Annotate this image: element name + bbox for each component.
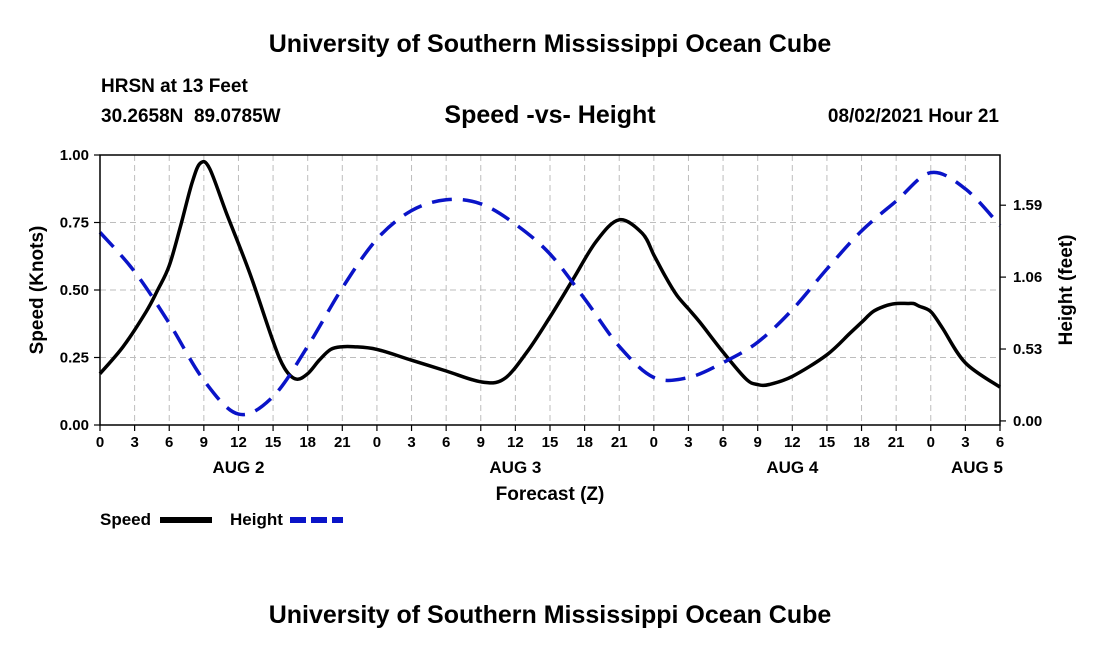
series-layer bbox=[98, 159, 1002, 417]
x-tick-label: 21 bbox=[611, 434, 628, 451]
x-tick-label: 0 bbox=[96, 434, 104, 451]
height-series-line bbox=[98, 170, 1002, 417]
y-tick-label-right: 1.59 bbox=[1013, 197, 1042, 214]
station-name: HRSN at 13 Feet bbox=[101, 76, 248, 97]
day-label: AUG 3 bbox=[489, 458, 541, 477]
grid bbox=[100, 155, 1000, 425]
y-tick-label-left: 0.00 bbox=[60, 417, 89, 434]
y-tick-label-right: 1.06 bbox=[1013, 269, 1042, 286]
day-label: AUG 5 bbox=[951, 458, 1003, 477]
x-tick-label: 3 bbox=[684, 434, 692, 451]
day-label: AUG 2 bbox=[212, 458, 264, 477]
ticks: 0 3 6 9 12 15 18 21 0 3 6 9 12 15 18 21 0 3 6 9 12 15 18 21 0 3 60… bbox=[60, 147, 1042, 477]
x-tick-label: 9 bbox=[200, 434, 208, 451]
footer-title: University of Southern Mississippi Ocean… bbox=[268, 601, 832, 629]
y-tick-label-left: 0.75 bbox=[60, 215, 89, 232]
legend-label-height: Height bbox=[230, 510, 283, 529]
x-tick-label: 21 bbox=[888, 434, 905, 451]
run-label: 08/02/2021 Hour 21 bbox=[827, 106, 999, 127]
page-title: University of Southern Mississippi Ocean… bbox=[268, 30, 832, 58]
y-tick-label-right: 0.53 bbox=[1013, 341, 1042, 358]
x-tick-label: 6 bbox=[442, 434, 450, 451]
x-tick-label: 0 bbox=[927, 434, 935, 451]
station-coords: 30.2658N 89.0785W bbox=[101, 106, 281, 127]
x-tick-label: 12 bbox=[507, 434, 524, 451]
x-tick-label: 18 bbox=[576, 434, 593, 451]
day-label: AUG 4 bbox=[766, 458, 819, 477]
x-axis-label: Forecast (Z) bbox=[496, 484, 605, 505]
y-tick-label-left: 0.25 bbox=[60, 350, 89, 367]
x-tick-label: 3 bbox=[407, 434, 415, 451]
y-axis-label-right: Height (feet) bbox=[1056, 235, 1077, 346]
x-tick-label: 21 bbox=[334, 434, 351, 451]
chart-title: Speed -vs- Height bbox=[444, 101, 656, 129]
legend: Speed Height bbox=[100, 510, 343, 529]
x-tick-label: 6 bbox=[996, 434, 1004, 451]
x-tick-label: 9 bbox=[477, 434, 485, 451]
x-tick-label: 12 bbox=[784, 434, 801, 451]
y-tick-label-left: 0.50 bbox=[60, 282, 89, 299]
legend-label-speed: Speed bbox=[100, 510, 151, 529]
x-tick-label: 9 bbox=[754, 434, 762, 451]
x-tick-label: 18 bbox=[299, 434, 316, 451]
x-tick-label: 6 bbox=[165, 434, 173, 451]
y-tick-label-right: 0.00 bbox=[1013, 413, 1042, 430]
x-tick-label: 15 bbox=[819, 434, 836, 451]
x-tick-label: 3 bbox=[961, 434, 969, 451]
x-tick-label: 0 bbox=[373, 434, 381, 451]
x-tick-label: 15 bbox=[542, 434, 559, 451]
x-tick-label: 0 bbox=[650, 434, 658, 451]
x-tick-label: 18 bbox=[853, 434, 870, 451]
speed-series-line bbox=[98, 159, 1002, 389]
x-tick-label: 6 bbox=[719, 434, 727, 451]
y-tick-label-left: 1.00 bbox=[60, 147, 89, 164]
x-tick-label: 15 bbox=[265, 434, 282, 451]
y-axis-label-left: Speed (Knots) bbox=[27, 226, 48, 355]
x-tick-label: 3 bbox=[130, 434, 138, 451]
x-tick-label: 12 bbox=[230, 434, 247, 451]
